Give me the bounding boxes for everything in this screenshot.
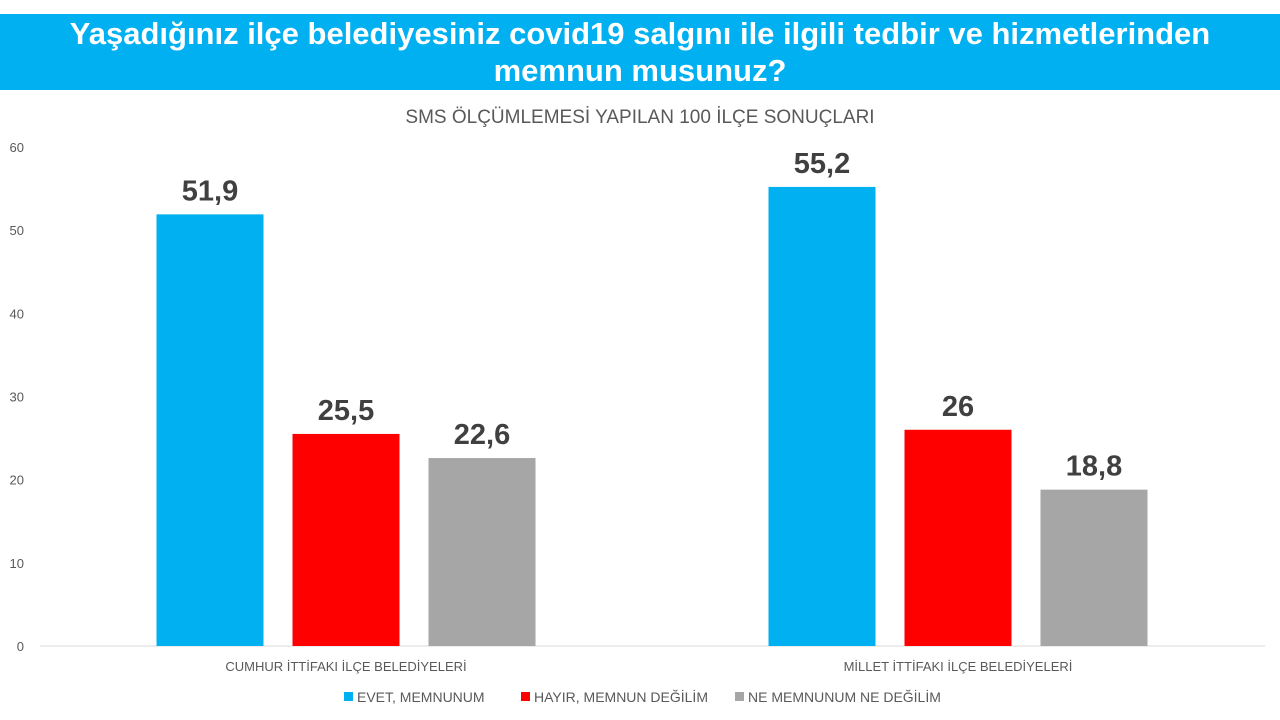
- data-label: 55,2: [794, 148, 850, 180]
- bar: [156, 214, 264, 647]
- bar: [428, 458, 536, 646]
- bar: [292, 433, 400, 646]
- legend-label: NE MEMNUNUM NE DEĞİLİM: [748, 688, 941, 705]
- x-tick-label: MİLLET İTTİFAKI İLÇE BELEDİYELERİ: [844, 659, 1073, 674]
- y-tick-label: 60: [10, 140, 24, 155]
- bar: [904, 429, 1012, 646]
- y-tick-label: 40: [10, 306, 24, 321]
- y-tick-label: 20: [10, 473, 24, 488]
- bar: [768, 186, 876, 647]
- chart-title: SMS ÖLÇÜMLEMESİ YAPILAN 100 İLÇE SONUÇLA…: [405, 107, 874, 128]
- page-title: Yaşadığınız ilçe belediyesiniz covid19 s…: [69, 16, 1211, 88]
- legend-swatch: [735, 692, 744, 701]
- data-label: 25,5: [318, 395, 374, 427]
- legend-label: EVET, MEMNUNUM: [357, 689, 485, 705]
- x-tick-label: CUMHUR İTTİFAKI İLÇE BELEDİYELERİ: [225, 659, 466, 674]
- data-label: 26: [942, 391, 974, 423]
- y-tick-label: 30: [10, 390, 24, 405]
- data-label: 18,8: [1066, 451, 1122, 483]
- y-tick-label: 0: [17, 639, 24, 654]
- y-tick-label: 50: [10, 223, 24, 238]
- legend-swatch: [344, 692, 353, 701]
- bar: [1040, 489, 1148, 646]
- data-label: 22,6: [454, 419, 510, 451]
- legend-label: HAYIR, MEMNUN DEĞİLİM: [534, 688, 708, 705]
- legend-swatch: [521, 692, 530, 701]
- data-label: 51,9: [182, 175, 238, 207]
- y-tick-label: 10: [10, 556, 24, 571]
- title-banner: Yaşadığınız ilçe belediyesiniz covid19 s…: [0, 14, 1280, 90]
